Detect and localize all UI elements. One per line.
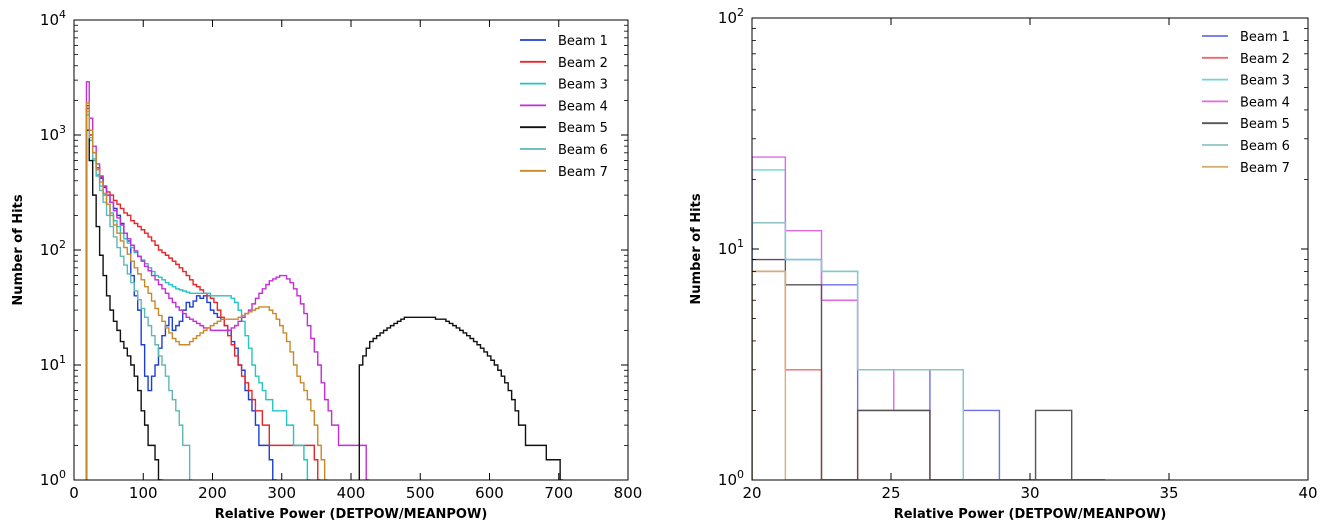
chart-panel-1: 0 100 200 300 400 500 600 700 800100101102103104…	[11, 8, 642, 522]
x-tick-label: 500	[406, 484, 435, 502]
y-axis-label: Number of Hits	[11, 194, 26, 305]
x-tick-label: 0	[69, 484, 79, 502]
legend-label: Beam 1	[558, 34, 608, 49]
y-tick-label: 100	[718, 468, 744, 489]
x-tick-label: 200	[198, 484, 227, 502]
chart-panel-2: 20 25 30 35 40 100 101 102 Relative Power (DETPO…	[689, 6, 1318, 522]
x-tick-label: 600	[475, 484, 504, 502]
x-tick-label: 800	[614, 484, 643, 502]
legend-label: Beam 7	[1240, 161, 1290, 176]
series-line-beam-2	[752, 270, 1106, 480]
legend-label: Beam 2	[1240, 52, 1290, 67]
legend-label: Beam 3	[1240, 74, 1290, 89]
legend-label: Beam 1	[1240, 30, 1290, 45]
y-tick-label: 103	[40, 123, 66, 144]
y-axis-label: Number of Hits	[689, 193, 704, 304]
legend: Beam 1 Beam 2 Beam 3 Beam 4 Beam 5 Beam 6 Beam…	[1202, 30, 1290, 176]
legend-label: Beam 5	[558, 121, 608, 136]
y-tick-label: 102	[718, 6, 744, 27]
x-tick-label: 25	[881, 484, 900, 502]
legend-label: Beam 7	[558, 165, 608, 180]
series-line-beam-7	[85, 102, 328, 480]
series-group	[752, 156, 1106, 480]
y-tick-label: 100	[40, 468, 66, 489]
x-tick-label: 35	[1159, 484, 1178, 502]
series-line-beam-2	[85, 107, 321, 480]
y-tick-label: 102	[40, 238, 66, 259]
x-tick-label: 20	[742, 484, 761, 502]
x-tick-label: 300	[267, 484, 296, 502]
x-tick-label: 700	[544, 484, 573, 502]
y-tick-label: 101	[40, 353, 66, 374]
x-tick-label: 40	[1298, 484, 1317, 502]
series-line-beam-7	[752, 270, 1106, 480]
x-tick-label: 400	[337, 484, 366, 502]
x-axis-label: Relative Power (DETPOW/MEANPOW)	[894, 507, 1167, 522]
legend-label: Beam 2	[558, 56, 608, 71]
legend-label: Beam 3	[558, 78, 608, 93]
series-line-beam-6	[752, 221, 1106, 480]
series-line-beam-5	[85, 129, 563, 480]
y-tick-label: 104	[40, 8, 66, 29]
series-line-beam-4	[752, 156, 1106, 480]
series-line-beam-4	[85, 81, 370, 480]
x-axis-label: Relative Power (DETPOW/MEANPOW)	[215, 507, 488, 522]
legend: Beam 1 Beam 2 Beam 3 Beam 4 Beam 5 Beam 6 Beam…	[520, 34, 608, 180]
legend-label: Beam 5	[1240, 117, 1290, 132]
legend-label: Beam 4	[558, 99, 608, 114]
x-tick-label: 100	[129, 484, 158, 502]
y-tick-label: 101	[718, 237, 744, 258]
series-line-beam-6	[85, 110, 193, 480]
legend-label: Beam 6	[558, 143, 608, 158]
plot-frame	[751, 17, 1309, 481]
legend-label: Beam 6	[1240, 139, 1290, 154]
x-tick-label: 30	[1020, 484, 1039, 502]
series-line-beam-1	[752, 221, 1106, 480]
legend-label: Beam 4	[1240, 95, 1290, 110]
series-line-beam-3	[752, 169, 1106, 480]
series-group	[85, 81, 563, 480]
plot-frame	[73, 19, 629, 481]
series-line-beam-3	[85, 114, 311, 480]
